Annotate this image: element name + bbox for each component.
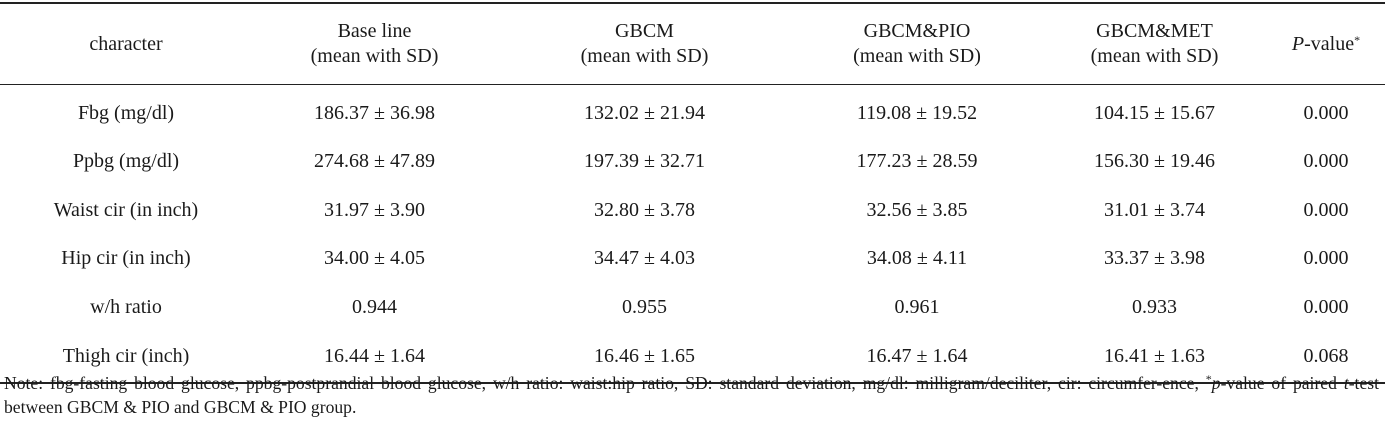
header-character-label: character (89, 32, 163, 55)
header-gbcm-line1: GBCM (615, 20, 674, 42)
pvalue-sup: * (1354, 32, 1361, 47)
header-gbcm-line2: (mean with SD) (580, 45, 709, 67)
row-pvalue-cell: 0.068 (1267, 331, 1385, 384)
row-baseline-cell: 16.44 ± 1.64 (252, 331, 497, 384)
note-part2: -value of paired (1220, 373, 1344, 393)
row-gbcm-cell: 16.46 ± 1.65 (497, 331, 792, 384)
table-row: Thigh cir (inch) 16.44 ± 1.64 16.46 ± 1.65… (0, 331, 1385, 384)
row-pvalue-cell: 0.000 (1303, 101, 1349, 124)
row-gbcm-met-cell: 156.30 ± 19.46 (1094, 150, 1215, 173)
row-baseline-cell: 31.97 ± 3.90 (324, 198, 425, 221)
row-gbcm-cell: 197.39 ± 32.71 (584, 150, 705, 173)
row-pvalue-cell: 0.000 (1303, 247, 1349, 270)
header-gbcm-pio-line1: GBCM&PIO (863, 20, 971, 42)
header-row: character Base line (mean with SD) GBCM … (0, 2, 1385, 85)
note-part3: -test between GBCM & PIO and GBCM & PIO … (4, 373, 1379, 417)
row-character-cell: Fbg (mg/dl) (77, 101, 175, 124)
row-gbcm-pio-cell: 34.08 ± 4.11 (866, 247, 968, 270)
row-gbcm-met-cell: 104.15 ± 15.67 (1094, 101, 1215, 124)
row-character-cell: Thigh cir (inch) (0, 331, 252, 384)
row-gbcm-met-cell: 31.01 ± 3.74 (1104, 198, 1205, 221)
row-gbcm-met-cell: 16.41 ± 1.63 (1042, 331, 1267, 384)
pvalue-rest: -value (1304, 32, 1355, 55)
pvalue-italic: P (1291, 32, 1305, 55)
table-row: Fbg (mg/dl) 186.37 ± 36.98 132.02 ± 21.94 1… (0, 85, 1385, 138)
header-character: character (0, 2, 252, 85)
header-gbcm-pio: GBCM&PIO (mean with SD) (792, 2, 1042, 85)
row-baseline-cell: 0.944 (352, 295, 397, 318)
header-gbcm-met-line2: (mean with SD) (1090, 45, 1219, 67)
row-baseline-cell: 186.37 ± 36.98 (314, 101, 435, 124)
header-gbcm-pio-line2: (mean with SD) (853, 45, 981, 67)
row-baseline-cell: 274.68 ± 47.89 (314, 150, 435, 173)
header-gbcm-met: GBCM&MET (mean with SD) (1042, 2, 1267, 85)
row-gbcm-pio-cell: 0.961 (894, 295, 940, 318)
row-gbcm-pio-cell: 119.08 ± 19.52 (856, 101, 978, 124)
header-baseline: Base line (mean with SD) (252, 2, 497, 85)
row-gbcm-cell: 132.02 ± 21.94 (584, 101, 705, 124)
row-character-cell: Ppbg (mg/dl) (72, 150, 180, 173)
table-note: Note: fbg-fasting blood glucose, ppbg-po… (4, 371, 1379, 419)
table-body: Fbg (mg/dl) 186.37 ± 36.98 132.02 ± 21.94 1… (0, 85, 1385, 384)
row-gbcm-pio-cell: 32.56 ± 3.85 (866, 198, 968, 221)
row-gbcm-pio-cell: 177.23 ± 28.59 (856, 150, 978, 173)
row-pvalue-cell: 0.000 (1303, 150, 1349, 173)
note-p-italic: p (1211, 373, 1221, 393)
row-gbcm-cell: 0.955 (622, 295, 667, 318)
header-gbcm: GBCM (mean with SD) (497, 2, 792, 85)
results-table: character Base line (mean with SD) GBCM … (0, 2, 1385, 384)
table-row: Hip cir (in inch) 34.00 ± 4.05 34.47 ± 4.0… (0, 235, 1385, 284)
row-character-cell: Hip cir (in inch) (61, 247, 191, 270)
table-row: Waist cir (in inch) 31.97 ± 3.90 32.80 ± 3… (0, 186, 1385, 235)
note-part1: Note: fbg-fasting blood glucose, ppbg-po… (4, 373, 1206, 393)
table-row: w/h ratio 0.944 0.955 0.961 0.933 0.000 (0, 283, 1385, 332)
header-baseline-line2: (mean with SD) (310, 45, 439, 67)
note-t-italic: t (1343, 373, 1349, 393)
header-pvalue: P-value* (1267, 2, 1385, 85)
row-gbcm-met-cell: 33.37 ± 3.98 (1104, 247, 1205, 270)
row-pvalue-cell: 0.000 (1303, 295, 1349, 318)
row-gbcm-pio-cell: 16.47 ± 1.64 (792, 331, 1042, 384)
row-gbcm-met-cell: 0.933 (1132, 295, 1177, 318)
row-character-cell: Waist cir (in inch) (53, 198, 199, 221)
row-gbcm-cell: 34.47 ± 4.03 (594, 247, 695, 270)
header-baseline-line1: Base line (337, 20, 412, 42)
row-baseline-cell: 34.00 ± 4.05 (324, 247, 425, 270)
row-gbcm-cell: 32.80 ± 3.78 (594, 198, 695, 221)
row-character-cell: w/h ratio (90, 295, 162, 318)
table-row: Ppbg (mg/dl) 274.68 ± 47.89 197.39 ± 32.71… (0, 138, 1385, 187)
note-sup: * (1205, 372, 1212, 386)
row-pvalue-cell: 0.000 (1303, 198, 1349, 221)
header-gbcm-met-line1: GBCM&MET (1096, 20, 1213, 42)
